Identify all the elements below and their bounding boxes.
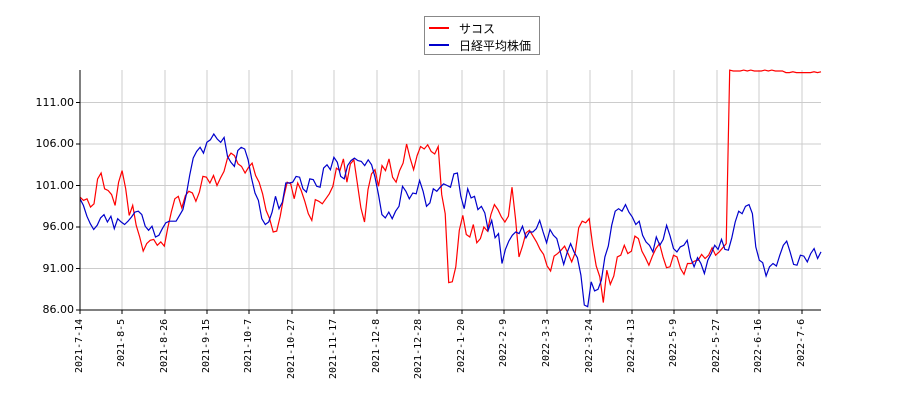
legend-label: 日経平均株価	[459, 38, 532, 53]
y-tick-label: 111.00	[35, 95, 75, 109]
x-tick-label: 2021-10-27	[286, 318, 297, 379]
series-line-sakos	[79, 69, 822, 303]
y-tick-label: 91.00	[42, 261, 75, 275]
grid-lines	[80, 70, 821, 310]
x-tick-label: 2021-12-28	[413, 318, 424, 379]
y-tick-label: 96.00	[42, 220, 75, 233]
x-tick-label: 2021-9-15	[201, 318, 212, 373]
x-tick-label: 2021-8-5	[116, 318, 127, 367]
x-tick-label: 2021-12-8	[371, 318, 382, 373]
legend-item-sakos: サコス	[429, 20, 495, 36]
x-tick-label: 2022-5-27	[711, 318, 722, 373]
x-tick-label: 2021-7-14	[74, 318, 85, 373]
y-tick-label: 101.00	[35, 178, 75, 192]
legend-swatch-red	[429, 27, 449, 29]
x-tick-label: 2022-5-9	[668, 318, 679, 367]
x-tick-label: 2021-10-7	[243, 318, 254, 373]
x-tick-label: 2022-1-20	[456, 318, 467, 373]
legend-label: サコス	[459, 21, 496, 36]
axes	[76, 70, 821, 314]
y-tick-label: 86.00	[42, 303, 75, 316]
x-tick-label: 2021-11-17	[328, 318, 339, 379]
x-tick-label: 2022-3-24	[584, 318, 595, 373]
legend: サコス 日経平均株価	[424, 16, 540, 55]
y-tick-label: 106.00	[35, 137, 75, 150]
legend-swatch-blue	[429, 44, 449, 46]
x-tick-label: 2021-8-26	[159, 318, 170, 373]
x-tick-label: 2022-6-16	[753, 318, 764, 373]
x-tick-label: 2022-2-9	[498, 318, 509, 367]
series-lines	[79, 69, 822, 308]
series-line-nikkei	[79, 132, 822, 308]
legend-item-nikkei: 日経平均株価	[429, 37, 531, 53]
x-tick-label: 2022-7-6	[796, 318, 807, 367]
x-tick-label: 2022-4-13	[626, 318, 637, 373]
x-tick-label: 2022-3-3	[541, 318, 552, 367]
